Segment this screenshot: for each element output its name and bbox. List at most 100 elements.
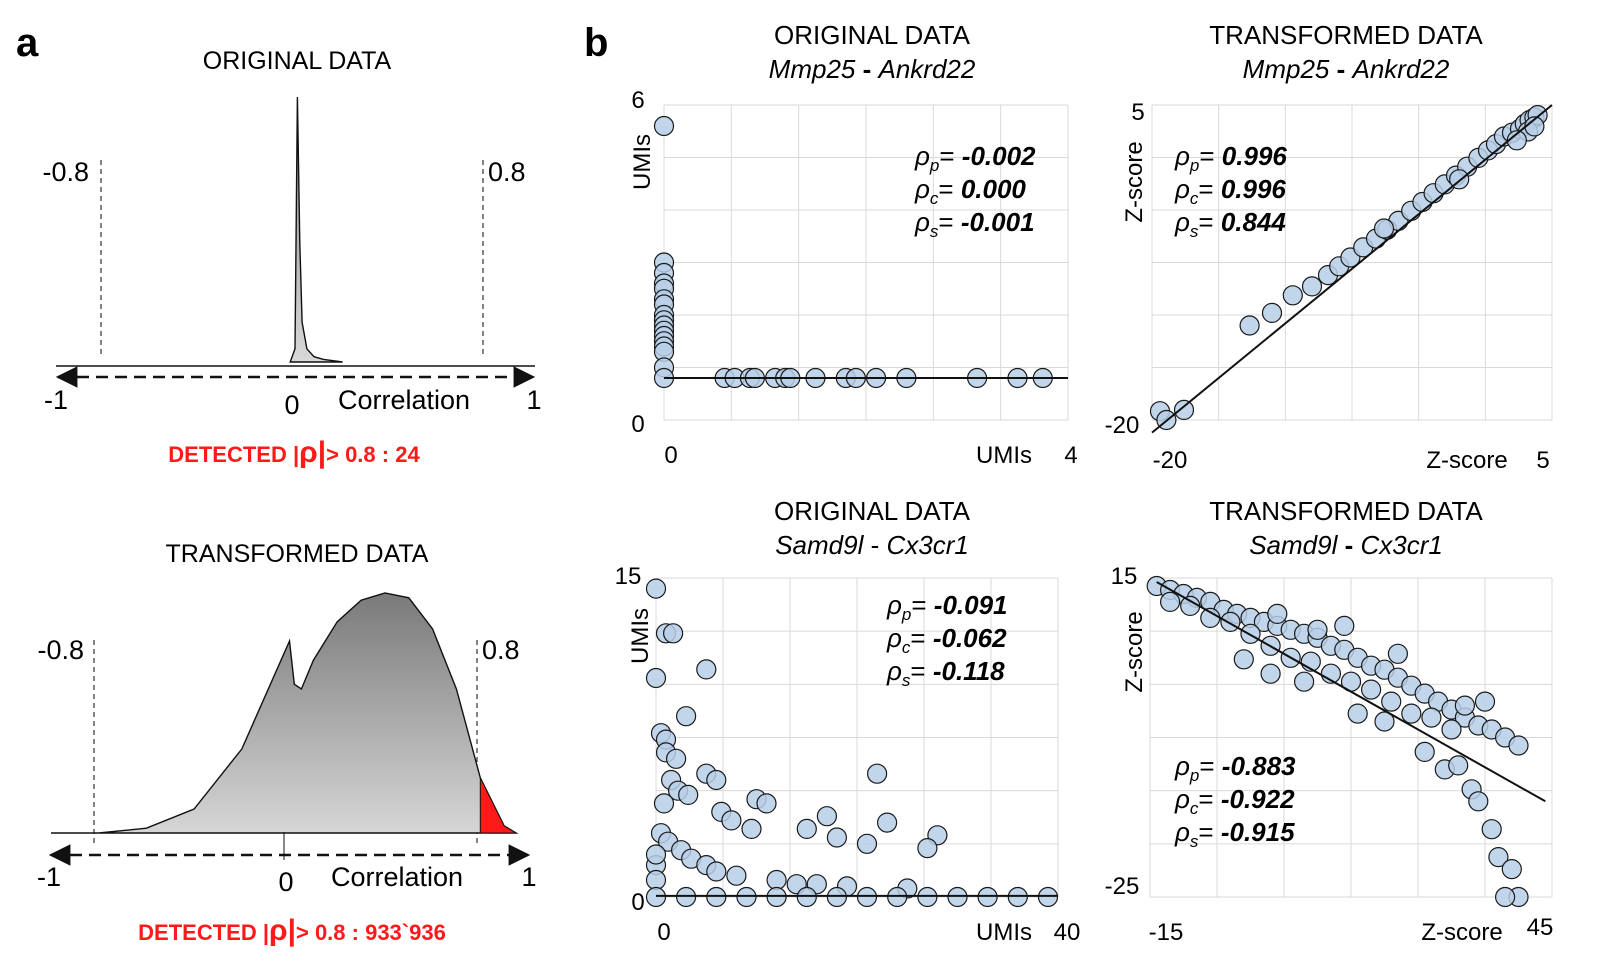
- panel-letter-b: b: [584, 21, 608, 65]
- gene1: Samd9l: [1249, 530, 1338, 560]
- data-point: [1421, 707, 1442, 728]
- data-point: [1381, 691, 1402, 712]
- gene2: Cx3cr1: [1360, 530, 1442, 560]
- gene-sep: -: [1337, 530, 1360, 560]
- density-transformed-title: TRANSFORMED DATA: [166, 540, 429, 568]
- axis-min-label: -1: [44, 385, 68, 415]
- gene2: Cx3cr1: [886, 530, 968, 560]
- data-point: [678, 784, 699, 806]
- stat-rho-p: ρp= -0.091: [886, 590, 1008, 624]
- rho-symbol: ρ: [299, 436, 318, 469]
- axis-label: Correlation: [331, 862, 463, 892]
- data-point: [645, 886, 667, 908]
- data-point: [1007, 886, 1028, 908]
- data-point: [826, 827, 848, 848]
- data-point: [675, 706, 697, 727]
- data-point: [1454, 695, 1476, 716]
- data-point: [796, 886, 817, 908]
- data-point: [706, 886, 727, 908]
- rho-symbol: ρ: [269, 914, 288, 947]
- axis-max-label: 1: [521, 862, 536, 892]
- x-axis-label: Z-score: [1426, 447, 1507, 474]
- data-point: [1501, 858, 1522, 880]
- y-max-label: 15: [1111, 563, 1138, 590]
- data-point: [826, 886, 848, 908]
- data-point: [1488, 846, 1509, 868]
- data-point: [741, 818, 762, 840]
- data-point: [917, 886, 938, 908]
- y-min-label: -25: [1105, 873, 1140, 900]
- data-point: [736, 886, 757, 908]
- scatter-samd9l-original: ORIGINAL DATA Samd9l - Cx3cr1 15 0 0 UMI…: [615, 496, 1081, 946]
- threshold-label-pos: 0.8: [482, 635, 520, 665]
- axis-zero-label: 0: [278, 867, 293, 897]
- gene1: Samd9l: [775, 530, 864, 560]
- data-point: [1373, 218, 1395, 239]
- x-max-label: 4: [1064, 442, 1077, 469]
- density-transformed: TRANSFORMED DATA -0.8 0.8 -1 0 Correlati…: [37, 540, 537, 947]
- fit-line: [1156, 581, 1546, 803]
- data-point: [645, 578, 667, 599]
- data-point: [917, 837, 938, 859]
- gene2: Ankrd22: [1350, 54, 1449, 84]
- highlighted-tail: [479, 777, 518, 834]
- data-point: [1267, 603, 1288, 625]
- gene1: Mmp25: [1243, 54, 1330, 84]
- data-point: [1239, 315, 1260, 336]
- data-point: [866, 763, 888, 784]
- data-point: [796, 818, 817, 840]
- detected-bar: |: [318, 436, 326, 469]
- y-axis-label: UMIs: [629, 134, 656, 190]
- data-point: [665, 748, 687, 769]
- data-point: [1508, 735, 1529, 756]
- plot-title: TRANSFORMED DATA: [1209, 496, 1483, 526]
- stat-rho-c: ρc= 0.000: [914, 174, 1026, 208]
- gene1: Mmp25: [769, 54, 856, 84]
- data-point: [706, 769, 727, 791]
- stat-rho-p: ρp= -0.002: [914, 141, 1036, 175]
- data-point: [1441, 719, 1462, 740]
- detected-prefix: DETECTED |: [138, 920, 269, 945]
- data-point: [766, 886, 787, 908]
- data-point: [1233, 649, 1254, 670]
- gene-sep: -: [1329, 54, 1352, 84]
- data-point: [1260, 663, 1281, 684]
- axis-label: Correlation: [338, 385, 470, 415]
- stat-rho-s: ρs= -0.118: [886, 656, 1005, 690]
- data-point: [653, 793, 675, 814]
- data-point: [856, 833, 878, 854]
- data-point: [766, 869, 787, 891]
- axis-zero-label: 0: [284, 390, 299, 420]
- data-point: [1173, 399, 1195, 420]
- data-point: [1360, 679, 1382, 700]
- data-point: [696, 659, 717, 680]
- y-max-label: 6: [631, 87, 644, 114]
- data-point: [1401, 703, 1422, 724]
- x-max-label: 5: [1536, 447, 1549, 474]
- data-point: [1180, 595, 1201, 617]
- data-point: [721, 810, 742, 831]
- density-original: ORIGINAL DATA -0.8 0.8 -1 0 Correlation …: [42, 47, 541, 469]
- plot-title: ORIGINAL DATA: [774, 496, 971, 526]
- threshold-label-pos: 0.8: [488, 157, 526, 187]
- data-point: [756, 793, 777, 814]
- data-point: [1374, 711, 1395, 732]
- density-transformed-area: [51, 592, 519, 834]
- data-point: [726, 865, 747, 886]
- data-point: [816, 806, 838, 827]
- data-point: [856, 886, 878, 908]
- x-max-label: 40: [1054, 919, 1081, 946]
- stat-rho-p: ρp= -0.883: [1174, 751, 1296, 785]
- data-point: [1037, 886, 1059, 908]
- data-point: [706, 861, 727, 882]
- y-max-label: 15: [615, 563, 642, 590]
- plot-title: ORIGINAL DATA: [774, 20, 971, 50]
- data-point: [1159, 591, 1181, 613]
- scatter-samd9l-transformed: TRANSFORMED DATA Samd9l - Cx3cr1 15 -25 …: [1105, 496, 1554, 946]
- x-min-label: -15: [1149, 919, 1184, 946]
- data-point: [645, 869, 667, 891]
- data-point: [1334, 615, 1355, 637]
- x-axis-label: UMIs: [976, 919, 1032, 946]
- detected-suffix: > 0.8 : 933`936: [296, 920, 446, 945]
